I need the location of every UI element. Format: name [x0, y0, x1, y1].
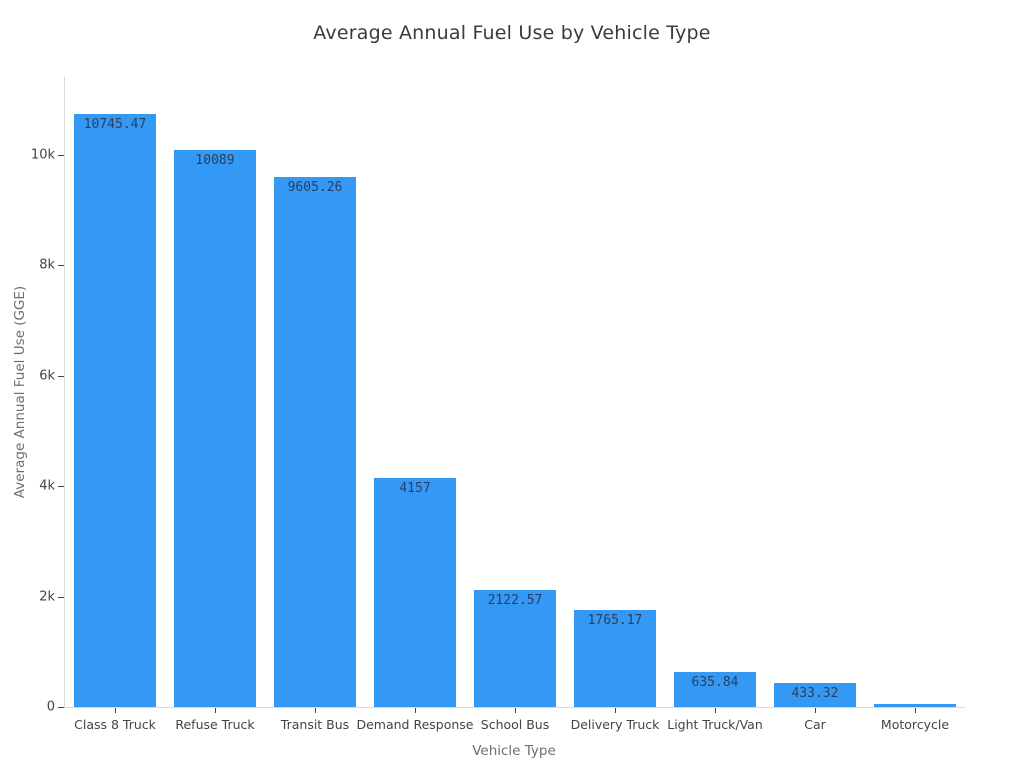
- x-tick-mark: [515, 708, 516, 713]
- y-tick-mark: [58, 376, 64, 377]
- y-tick-label: 2k: [39, 589, 55, 605]
- x-tick-mark: [915, 708, 916, 713]
- y-tick-mark: [58, 597, 64, 598]
- x-axis-title: Vehicle Type: [472, 743, 556, 759]
- y-tick-mark: [58, 265, 64, 266]
- bar-value-label: 4157: [399, 481, 431, 496]
- x-tick-mark: [715, 708, 716, 713]
- x-tick-label: Light Truck/Van: [667, 717, 763, 732]
- bar-delivery-truck[interactable]: 1765.17: [574, 610, 656, 707]
- bar-car[interactable]: 433.32: [774, 683, 856, 707]
- bar-value-label: 433.32: [791, 686, 839, 701]
- bar-value-label: 2122.57: [487, 593, 543, 608]
- x-tick-label: Transit Bus: [280, 717, 350, 732]
- y-axis-title: Average Annual Fuel Use (GGE): [12, 285, 28, 499]
- x-tick-label: Delivery Truck: [570, 717, 660, 732]
- y-tick-label: 8k: [39, 257, 55, 273]
- y-tick-label: 0: [46, 699, 55, 715]
- bar-value-label: 1765.17: [587, 613, 643, 628]
- bar-class-8-truck[interactable]: 10745.47: [74, 114, 156, 707]
- y-tick-label: 6k: [39, 368, 55, 384]
- bar-transit-bus[interactable]: 9605.26: [274, 177, 356, 707]
- bar-value-label: 635.84: [691, 675, 739, 690]
- bar-refuse-truck[interactable]: 10089: [174, 150, 256, 707]
- y-tick-label: 4k: [39, 478, 55, 494]
- bar-motorcycle[interactable]: [874, 704, 956, 707]
- x-tick-mark: [815, 708, 816, 713]
- bar-demand-response[interactable]: 4157: [374, 478, 456, 707]
- x-tick-label: Car: [804, 717, 826, 732]
- y-tick-mark: [58, 486, 64, 487]
- bar-value-label: 10089: [195, 153, 235, 168]
- x-tick-mark: [315, 708, 316, 713]
- y-tick-label: 10k: [30, 147, 55, 163]
- x-tick-mark: [115, 708, 116, 713]
- bar-light-truck-van[interactable]: 635.84: [674, 672, 756, 707]
- x-tick-label: Class 8 Truck: [74, 717, 156, 732]
- bar-value-label: 9605.26: [287, 180, 343, 195]
- chart-title: Average Annual Fuel Use by Vehicle Type: [313, 22, 711, 44]
- y-tick-mark: [58, 155, 64, 156]
- bar-value-label: 10745.47: [83, 117, 147, 132]
- x-tick-label: Motorcycle: [880, 717, 950, 732]
- x-tick-mark: [415, 708, 416, 713]
- y-tick-mark: [58, 707, 64, 708]
- x-tick-label: Refuse Truck: [175, 717, 255, 732]
- x-tick-label: School Bus: [480, 717, 550, 732]
- x-tick-label: Demand Response: [356, 717, 474, 732]
- x-tick-mark: [215, 708, 216, 713]
- bar-school-bus[interactable]: 2122.57: [474, 590, 556, 707]
- x-tick-mark: [615, 708, 616, 713]
- plot-area: 10745.47 10089 9605.26 4157 2122.57 1765.17 63…: [31, 77, 965, 732]
